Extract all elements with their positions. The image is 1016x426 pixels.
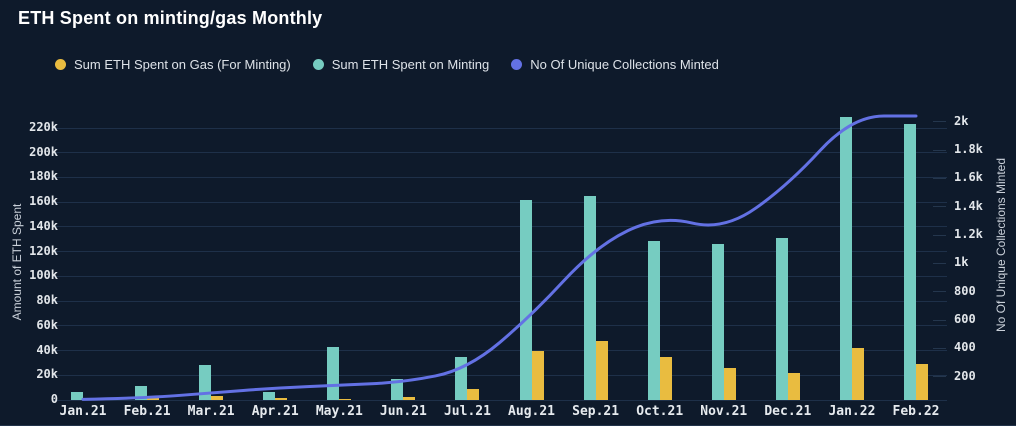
y-axis-tick-right: 800 (954, 283, 976, 298)
x-axis-label: Jul.21 (443, 404, 491, 419)
legend: Sum ETH Spent on Gas (For Minting) Sum ET… (55, 57, 719, 72)
x-axis-label: Feb.22 (892, 404, 940, 419)
x-axis-label: Jan.21 (59, 404, 107, 419)
y-axis-tick-left: 180k (29, 169, 58, 184)
bar-minting-Aug.21[interactable] (519, 199, 532, 400)
y-axis-tick-left: 140k (29, 218, 58, 233)
x-axis-label: Aug.21 (508, 404, 556, 419)
right-axis-tick-mark (933, 319, 946, 321)
legend-item-2[interactable]: No Of Unique Collections Minted (511, 57, 719, 72)
x-axis-label: Dec.21 (764, 404, 812, 419)
gridline (52, 374, 947, 376)
bar-gas-Jan.22[interactable] (851, 348, 864, 400)
bar-minting-Jun.21[interactable] (391, 379, 404, 400)
y-axis-tick-left: 220k (29, 120, 58, 134)
bar-minting-Dec.21[interactable] (775, 238, 788, 400)
y-axis-tick-left: 160k (29, 194, 58, 209)
y-axis-tick-left: 60k (36, 317, 58, 332)
y-axis-tick-right: 1.2k (954, 227, 983, 241)
right-axis-tick-mark (933, 121, 946, 123)
gridline (52, 226, 947, 228)
gridline (52, 300, 947, 302)
y-axis-tick-left: 20k (36, 367, 58, 382)
bar-minting-Jan.21[interactable] (71, 391, 83, 400)
gridline (52, 325, 947, 327)
legend-dot-icon (511, 59, 523, 70)
gridline (52, 350, 947, 352)
legend-dot-icon (55, 59, 66, 70)
bar-minting-May.21[interactable] (327, 346, 340, 400)
y-axis-tick-left: 100k (29, 268, 58, 283)
bar-minting-Jan.22[interactable] (839, 116, 852, 400)
bar-gas-May.21[interactable] (339, 398, 352, 400)
bar-minting-Mar.21[interactable] (199, 364, 212, 400)
collections-minted-line[interactable] (81, 114, 918, 401)
bar-gas-Feb.22[interactable] (916, 364, 928, 400)
chart-title: ETH Spent on minting/gas Monthly (18, 8, 323, 28)
legend-item-1[interactable]: Sum ETH Spent on Minting (312, 57, 490, 72)
y-axis-tick-left: 80k (36, 293, 58, 308)
right-axis-tick-mark (933, 177, 946, 179)
x-axis-label: Jan.22 (828, 404, 876, 419)
bar-gas-Jul.21[interactable] (467, 389, 480, 400)
right-axis-tick-mark (933, 291, 946, 293)
bar-gas-Jun.21[interactable] (403, 396, 416, 400)
y-axis-tick-right: 1k (954, 255, 969, 270)
bar-gas-Apr.21[interactable] (275, 398, 288, 400)
bar-gas-Feb.21[interactable] (147, 398, 160, 400)
y-axis-tick-left: 120k (29, 243, 58, 258)
x-axis-label: Sep.21 (572, 404, 620, 419)
y-axis-tick-right: 1.6k (954, 170, 983, 185)
legend-label: Sum ETH Spent on Gas (For Minting) (74, 57, 291, 72)
bar-minting-Oct.21[interactable] (647, 240, 660, 400)
bar-gas-Oct.21[interactable] (659, 356, 672, 400)
right-axis-tick-mark (933, 347, 946, 349)
y-axis-tick-left: 40k (36, 342, 58, 357)
x-axis-label: May.21 (315, 404, 363, 419)
right-axis-tick-mark (933, 234, 946, 236)
gridline (52, 201, 947, 203)
gridline (52, 399, 947, 401)
y-axis-tick-right: 2k (954, 113, 969, 128)
y-axis-tick-right: 600 (954, 312, 976, 326)
x-axis-label: Feb.21 (123, 404, 171, 419)
gridline (52, 152, 947, 154)
gridline (52, 176, 947, 178)
bar-minting-Jul.21[interactable] (455, 356, 468, 400)
bar-minting-Nov.21[interactable] (711, 244, 724, 400)
legend-dot-icon (312, 59, 324, 70)
right-axis-tick-mark (933, 262, 946, 264)
y-axis-tick-right: 200 (954, 368, 976, 383)
y-axis-tick-left: 200k (29, 144, 58, 159)
x-axis-label: Oct.21 (636, 404, 684, 419)
bar-minting-Apr.21[interactable] (263, 392, 276, 400)
bar-gas-Nov.21[interactable] (723, 367, 736, 400)
bar-gas-Mar.21[interactable] (211, 395, 224, 400)
gridline (52, 275, 947, 277)
bar-minting-Feb.22[interactable] (904, 124, 916, 400)
legend-item-0[interactable]: Sum ETH Spent on Gas (For Minting) (55, 57, 291, 72)
x-axis-label: Mar.21 (187, 404, 235, 419)
bar-gas-Dec.21[interactable] (787, 372, 800, 400)
gridline (52, 251, 947, 253)
y-axis-tick-right: 1.4k (954, 198, 983, 213)
x-axis-label: Jun.21 (379, 404, 427, 419)
right-axis-tick-mark (933, 376, 946, 378)
bar-gas-Sep.21[interactable] (595, 340, 608, 400)
legend-label: Sum ETH Spent on Minting (331, 57, 490, 72)
bar-minting-Sep.21[interactable] (583, 196, 596, 400)
legend-label: No Of Unique Collections Minted (530, 57, 719, 72)
bar-gas-Aug.21[interactable] (531, 350, 544, 400)
x-axis-label: Nov.21 (700, 404, 748, 419)
right-axis-tick-mark (933, 149, 946, 151)
y-axis-tick-right: 1.8k (954, 142, 983, 156)
y-axis-tick-left: 0 (50, 392, 58, 406)
y-axis-tick-right: 400 (954, 340, 976, 355)
gridline (52, 127, 947, 129)
x-axis-label: Apr.21 (251, 404, 299, 419)
right-axis-tick-mark (933, 206, 946, 208)
